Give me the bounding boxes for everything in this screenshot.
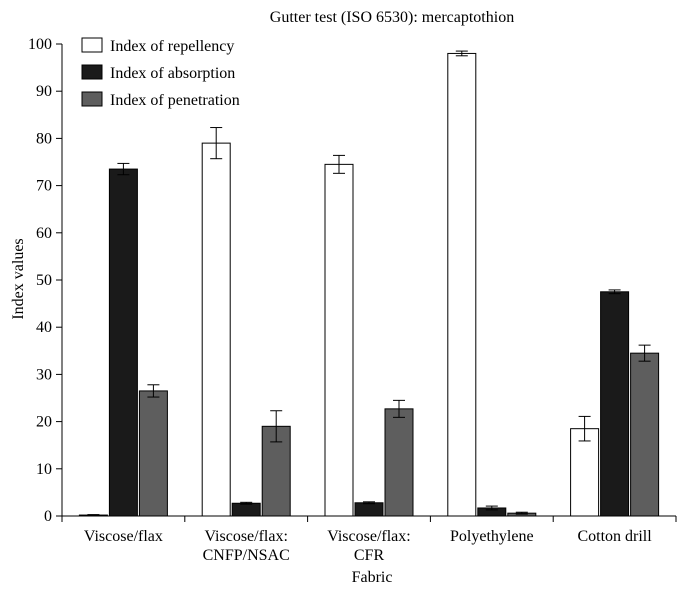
bar (324, 163, 354, 517)
x-axis: Viscose/flax Viscose/flax: CNFP/NSAC Viscos… (61, 515, 677, 564)
x-tick-label: Viscose/flax: (204, 528, 287, 545)
y-tick-label: 90 (36, 83, 52, 100)
legend-swatch (81, 37, 103, 53)
legend: Index of repellency Index of absorption In… (81, 37, 240, 109)
bar (600, 291, 630, 517)
x-axis-label: Fabric (352, 569, 393, 586)
y-tick-label: 100 (28, 36, 52, 53)
bar (447, 52, 477, 517)
y-tick-label: 30 (36, 366, 52, 383)
error-bars-group (87, 50, 651, 517)
x-tick-label: CFR (354, 547, 385, 564)
bar (108, 168, 138, 517)
bar (570, 428, 600, 517)
bar (630, 352, 660, 517)
legend-label: Index of penetration (110, 92, 240, 109)
y-axis-label: Index values (10, 238, 27, 319)
bar (231, 502, 261, 517)
x-tick-label: Cotton drill (577, 528, 652, 545)
legend-swatch (81, 64, 103, 80)
legend-label: Index of absorption (110, 65, 235, 82)
y-tick-label: 10 (36, 461, 52, 478)
y-tick-label: 80 (36, 130, 52, 147)
bars-group (78, 52, 660, 517)
bar (201, 142, 231, 517)
y-tick-label: 0 (44, 508, 52, 525)
legend-swatch (81, 91, 103, 107)
chart-title: Gutter test (ISO 6530): mercaptothion (270, 9, 514, 26)
y-tick-label: 40 (36, 319, 52, 336)
bar (384, 408, 414, 517)
y-tick-label: 70 (36, 178, 52, 195)
y-tick-label: 50 (36, 272, 52, 289)
bar (138, 390, 168, 517)
y-tick-label: 20 (36, 414, 52, 431)
x-tick-label: Viscose/flax: (327, 528, 410, 545)
x-tick-label: Viscose/flax (84, 528, 163, 545)
x-tick-label: Polyethylene (450, 528, 534, 545)
y-tick-label: 60 (36, 225, 52, 242)
bar (354, 502, 384, 517)
y-axis: 0 10 20 30 40 50 60 70 80 90 100 (28, 36, 63, 525)
legend-label: Index of repellency (110, 38, 234, 55)
x-tick-label: CNFP/NSAC (203, 547, 290, 564)
